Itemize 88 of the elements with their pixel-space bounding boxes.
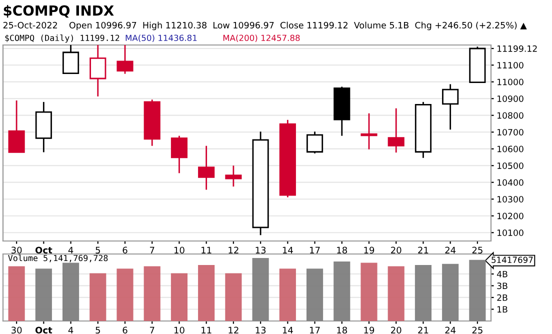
candlestick [62, 45, 80, 75]
y-tick-label: 11199.12 [498, 45, 537, 52]
x-tick-label: 6 [122, 246, 128, 254]
x-tick-label: 30 [12, 246, 22, 254]
x-tick-label: 24 [445, 326, 456, 334]
y-tick-label: 2B [497, 294, 508, 301]
bar [144, 266, 160, 321]
x-tick-label: 13 [256, 246, 266, 254]
y-tick-label: 10500 [498, 162, 524, 170]
chart-title: $COMPQ INDX [4, 5, 114, 18]
bar [62, 262, 80, 321]
x-tick-label: 12 [228, 326, 238, 334]
x-tick-label: 21 [418, 326, 428, 334]
x-tick-label: 10 [174, 326, 184, 334]
candlestick [306, 130, 324, 154]
y-tick-label: 11000 [498, 78, 524, 86]
x-tick-label: Oct [35, 326, 52, 334]
x-tick-label: 21 [418, 246, 428, 254]
x-tick-label: 5 [96, 246, 100, 254]
x-tick-label: 17 [310, 246, 320, 254]
x-tick-label: 20 [391, 246, 402, 254]
x-tick-label: 11 [202, 326, 212, 334]
candlestick [90, 45, 106, 98]
bar [8, 266, 25, 321]
x-tick-label: 25 [472, 326, 482, 334]
x-tick-label: 4 [68, 246, 74, 254]
bar [414, 265, 432, 321]
x-tick-label: 25 [472, 246, 482, 254]
bar [388, 266, 404, 321]
x-tick-label: 10 [174, 246, 184, 254]
x-tick-label: 5 [96, 326, 100, 334]
x-tick-label: 24 [445, 246, 456, 254]
annotation: 51417697 [492, 256, 533, 263]
x-tick-label: Oct [35, 246, 52, 254]
bar [198, 265, 215, 321]
y-tick-label: 10900 [498, 95, 524, 102]
bar [252, 258, 269, 321]
text: MA(50) 11436.81 [126, 34, 197, 42]
x-tick-label: 13 [256, 326, 266, 334]
y-tick-label: 10700 [498, 128, 524, 136]
bar [170, 273, 188, 321]
bar [469, 260, 486, 321]
y-tick-label: 10600 [498, 146, 524, 152]
x-tick-label: 4 [68, 326, 74, 334]
x-tick-label: 18 [337, 246, 348, 254]
bar [116, 268, 134, 321]
candlestick [116, 45, 134, 75]
bar [360, 262, 378, 321]
y-tick-label: 3B [497, 282, 508, 290]
bar [334, 262, 350, 321]
x-tick-label: 7 [150, 246, 154, 254]
candlestick [442, 84, 459, 130]
y-tick-label: 11100 [498, 62, 524, 68]
x-tick-label: 18 [337, 326, 348, 334]
candlestick [198, 145, 215, 190]
y-tick-label: 10200 [498, 212, 524, 220]
bar [306, 268, 324, 321]
x-tick-label: 30 [12, 326, 22, 334]
x-tick-label: 19 [364, 246, 374, 254]
y-tick-label: 10100 [498, 230, 524, 236]
bar [90, 273, 106, 321]
x-tick-label: 14 [282, 326, 293, 334]
text: MA(200) 12457.88 [223, 34, 300, 42]
y-tick-label: 4B [496, 270, 508, 278]
x-tick-label: 14 [282, 246, 293, 254]
y-tick-label: 10300 [498, 196, 524, 203]
chart-subtitle: 25-Oct-2022 Open 10996.97 High 11210.38 Low 10996.97 Close 11199.12 Volume 5.1B Chg +246.50 (+2.25%) ▲ [3, 22, 527, 30]
x-tick-label: 12 [228, 246, 238, 254]
candlestick [8, 100, 25, 153]
bar [442, 264, 459, 321]
text: $COMPQ (Daily) 11199.12 [5, 34, 120, 43]
x-tick-label: 17 [310, 326, 320, 334]
x-tick-label: 6 [122, 326, 128, 334]
bar [279, 268, 296, 321]
candlestick [225, 164, 242, 188]
x-tick-label: 11 [202, 246, 212, 254]
candlestick [388, 108, 404, 154]
bar [35, 268, 52, 321]
x-tick-label: 7 [150, 326, 154, 334]
x-tick-label: 20 [391, 326, 402, 334]
bar [225, 273, 242, 321]
x-tick-label: 19 [364, 326, 374, 334]
chart-title: Volume 5,141,769,728 [8, 254, 108, 262]
candlestick [360, 112, 378, 150]
y-tick-label: 10400 [498, 179, 524, 186]
y-tick-label: 1B [498, 306, 508, 313]
candlestick [170, 135, 188, 174]
y-tick-label: 10800 [498, 112, 524, 119]
